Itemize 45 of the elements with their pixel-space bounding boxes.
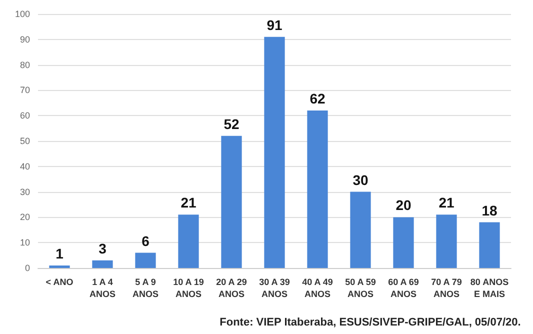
source-note: Fonte: VIEP Itaberaba, ESUS/SIVEP-GRIPE/GAL, 05/07/20.	[220, 316, 521, 328]
bar	[135, 252, 156, 268]
y-tick-label: 60	[20, 110, 30, 121]
x-tick-label: < ANO	[46, 277, 74, 287]
y-tick-label: 50	[20, 136, 30, 146]
bar	[49, 265, 70, 268]
y-tick-label: 70	[20, 85, 30, 96]
x-tick-label: 30 A 39 ANOS	[259, 277, 290, 299]
x-tick-label: 10 A 19 ANOS	[173, 277, 204, 299]
y-tick-label: 30	[20, 186, 30, 197]
data-label: 3	[98, 240, 107, 256]
bar	[221, 136, 242, 268]
x-tick-label: 60 A 69 ANOS	[388, 277, 419, 299]
x-tick-label: 1 A 4 ANOS	[89, 277, 116, 299]
x-tick-label: 20 A 29 ANOS	[216, 277, 247, 299]
bar	[178, 214, 199, 268]
y-tick-label: 100	[14, 9, 30, 19]
x-tick-label: 50 A 59 ANOS	[345, 277, 376, 299]
data-label: 18	[482, 202, 498, 218]
bar	[479, 222, 500, 268]
data-label: 1	[56, 245, 64, 262]
bar	[393, 217, 414, 268]
bar	[92, 260, 113, 268]
y-tick-label: 0	[24, 263, 30, 273]
y-tick-label: 80	[20, 60, 30, 70]
bar	[264, 36, 285, 268]
data-label: 62	[310, 90, 326, 107]
x-tick-label: 70 A 79 ANOS	[431, 277, 462, 299]
bar	[307, 110, 328, 268]
x-tick-label: 80 ANOS E MAIS	[470, 277, 509, 299]
bar	[350, 192, 371, 268]
y-tick-label: 40	[20, 161, 30, 172]
data-label: 21	[438, 194, 454, 211]
bar	[436, 214, 457, 268]
data-label: 20	[396, 197, 412, 214]
data-label: 91	[266, 16, 282, 33]
y-tick-label: 10	[20, 238, 30, 248]
data-label: 6	[142, 232, 150, 249]
x-tick-label: 40 A 49 ANOS	[302, 277, 333, 299]
data-label: 30	[352, 172, 368, 188]
data-label: 52	[224, 116, 240, 132]
y-tick-label: 20	[20, 212, 30, 222]
x-tick-label: 5 A 9 ANOS	[132, 277, 159, 299]
y-tick-label: 90	[20, 34, 30, 44]
data-label: 21	[180, 194, 196, 211]
